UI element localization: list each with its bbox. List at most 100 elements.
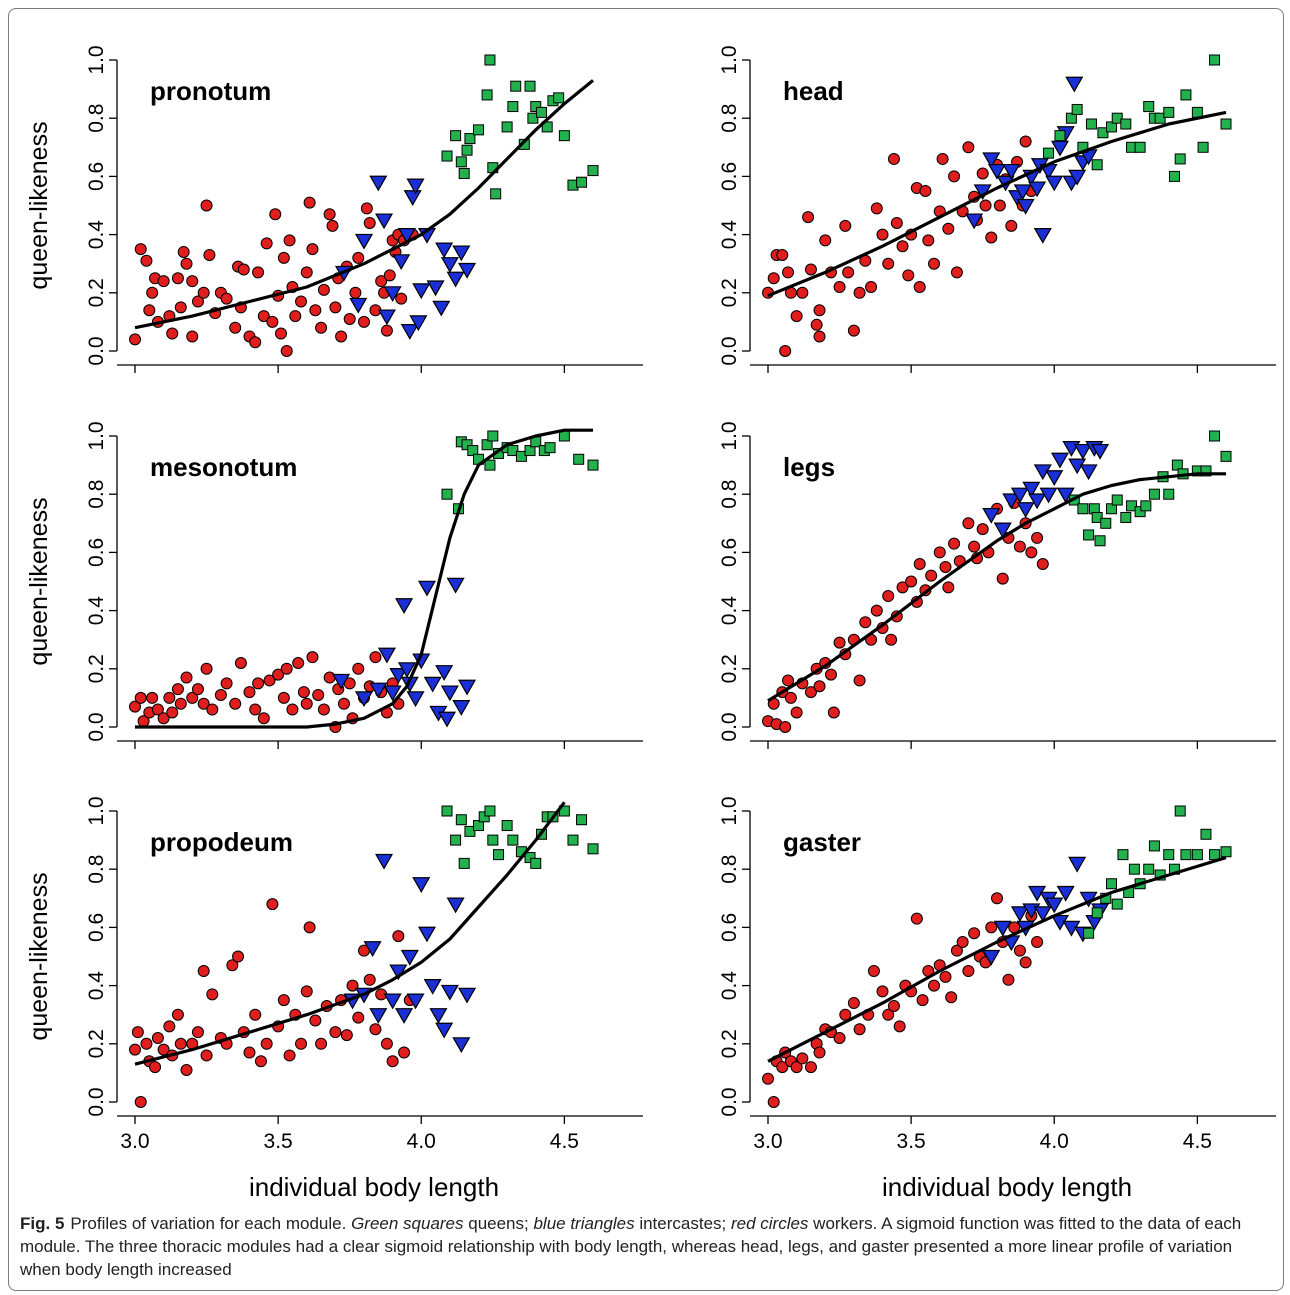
panel-2-worker-point — [277, 691, 290, 704]
panel-4-queen-point — [587, 843, 599, 855]
panel-0-queen-point — [458, 167, 470, 179]
panel-0-y-tick-label: 0.8 — [85, 104, 108, 133]
panel-0-queen-point — [450, 130, 462, 142]
panel-4-queen-point — [576, 814, 588, 826]
panel-4-worker-point — [277, 994, 290, 1007]
panel-2-worker-point — [214, 688, 227, 701]
panel-4-worker-point — [380, 1037, 393, 1050]
panel-3-y-tick-label: 0.2 — [718, 654, 741, 683]
panel-2-intercaste-point — [406, 691, 425, 708]
panel-4-queen-point — [530, 857, 542, 869]
panel-1-intercaste-point — [1068, 169, 1087, 186]
panel-3-worker-point — [779, 721, 792, 733]
panel-4-intercaste-point — [440, 984, 459, 1001]
panel-5-worker-point — [1031, 935, 1044, 948]
panel-3-intercaste-point — [1016, 502, 1035, 518]
panel-5-worker-point — [867, 965, 880, 978]
panel-3-worker-point — [976, 523, 989, 536]
panel-2-queen-point — [587, 459, 599, 471]
panel-0-queen-point — [484, 54, 496, 66]
panel-1-y-tick-label: 0.4 — [718, 220, 741, 250]
panel-0-worker-point — [395, 292, 408, 305]
panel-5-queen-point — [1128, 863, 1140, 875]
caption-text-2: queens; — [463, 1214, 534, 1233]
panel-2-intercaste-point — [417, 580, 437, 597]
panel-3-queen-point — [1106, 503, 1117, 515]
panel-0-worker-point — [140, 254, 153, 267]
panel-5-intercaste-point — [1010, 906, 1029, 923]
panel-1-intercaste-point — [987, 163, 1007, 180]
panel-5-worker-point — [1013, 944, 1026, 957]
panel-0-worker-point — [180, 257, 193, 270]
panel-1-intercaste-point — [1065, 76, 1084, 93]
panel-2-worker-point — [292, 656, 305, 669]
panel-0-worker-point — [358, 315, 370, 328]
panel-2-worker-point — [174, 697, 187, 710]
panel-3-worker-point — [1031, 531, 1044, 544]
panel-3-queen-point — [1083, 529, 1095, 541]
panel-4-queen-point — [493, 849, 505, 861]
panel-4-worker-point — [157, 1043, 170, 1056]
panel-4-worker-point — [134, 1096, 147, 1108]
caption-red-circles: red circles — [730, 1214, 809, 1233]
panel-3-worker-point — [782, 674, 795, 687]
panel-3-intercaste-point — [982, 507, 1001, 524]
panel-4-worker-point — [309, 1014, 322, 1027]
panel-4-worker-point — [163, 1020, 176, 1033]
panel-2-worker-point — [286, 703, 299, 716]
panel-2-sigmoid-curve — [135, 428, 593, 729]
panel-1-y-tick-label: 0.2 — [718, 278, 741, 307]
panel-0-worker-point — [166, 327, 179, 340]
panel-3-worker-point — [913, 558, 926, 571]
panel-3-queen-point — [1111, 494, 1123, 506]
panel-2-queen-point — [507, 445, 519, 457]
panel-5-queen-point — [1143, 863, 1155, 875]
panel-4-x-tick-label: 3.0 — [120, 1130, 149, 1153]
panel-2-queen-point — [461, 439, 473, 451]
panel-5-worker-point — [1002, 973, 1015, 986]
panel-0-intercaste-point — [440, 257, 459, 273]
panel-0-worker-point — [306, 243, 319, 256]
panel-1-queen-point — [1174, 153, 1186, 165]
panel-5-queen-point — [1148, 840, 1160, 852]
panel-4-y-tick-label: 0.6 — [85, 913, 108, 942]
panel-4-intercaste-point — [406, 993, 425, 1010]
panel-5-queen-point — [1200, 828, 1212, 840]
panel-4-worker-point — [315, 1037, 328, 1050]
panel-5-x-tick-label: 3.5 — [897, 1130, 926, 1153]
panel-0-worker-point — [360, 202, 373, 215]
panel-2-title: mesonotum — [150, 452, 297, 482]
panel-0-queen-point — [535, 106, 547, 118]
panel-0-intercaste-point — [458, 262, 477, 279]
panel-4-worker-point — [149, 1061, 162, 1074]
panel-2-worker-point — [323, 671, 336, 684]
panel-5-queen-point — [1220, 846, 1232, 858]
panel-5-worker-point — [1019, 956, 1032, 969]
panel-0-intercaste-point — [409, 315, 428, 332]
caption-figure-label: Fig. 5 — [20, 1214, 65, 1233]
panel-2-worker-point — [300, 697, 313, 710]
panel-0-worker-point — [146, 286, 159, 299]
panel-3-worker-point — [925, 569, 938, 582]
panel-2-y-axis-label: queen-likeness — [25, 497, 53, 665]
panel-2-worker-point — [186, 691, 199, 704]
panel-4-queen-point — [478, 811, 490, 823]
panel-0-worker-point — [317, 283, 330, 296]
panel-0-worker-point — [303, 196, 316, 209]
panel-1-worker-point — [776, 248, 789, 261]
panel-3-queen-point — [1163, 488, 1175, 500]
panel-1-worker-point — [976, 167, 989, 180]
panel-5-worker-point — [950, 944, 963, 957]
panel-0-worker-point — [375, 275, 388, 288]
panel-4-y-tick-label: 0.0 — [85, 1087, 108, 1116]
panel-2-queen-point — [573, 453, 585, 465]
panel-5-intercaste-point — [1033, 906, 1052, 923]
panel-2-worker-point — [129, 700, 141, 713]
panel-0-worker-point — [197, 286, 210, 299]
panel-2-queen-point — [515, 450, 527, 462]
panel-0-worker-point — [335, 330, 348, 343]
panel-3-queen-point — [1220, 450, 1232, 462]
panel-4-queen-point — [458, 857, 470, 869]
panel-5-x-axis-label: individual body length — [882, 1172, 1132, 1202]
panel-0-queen-point — [527, 112, 539, 124]
